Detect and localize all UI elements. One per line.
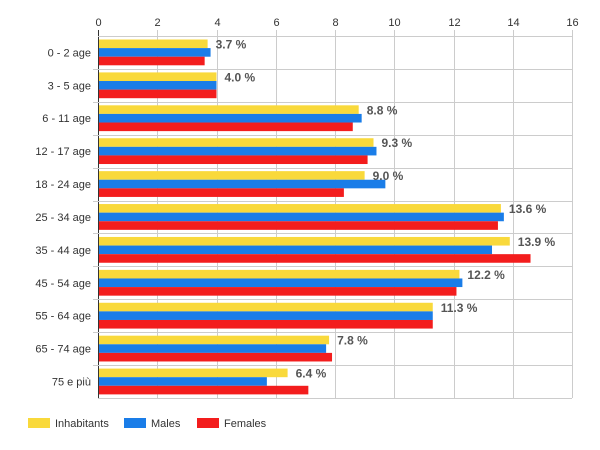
x-tick-label: 16 — [566, 17, 578, 29]
data-label: 9.3 % — [382, 136, 413, 150]
category-label: 0 - 2 age — [48, 47, 91, 59]
bar-males — [99, 48, 211, 57]
bar-females — [99, 385, 309, 395]
x-tick-label: 10 — [388, 17, 400, 29]
bar-inhabitants — [99, 138, 374, 147]
x-tick-label: 12 — [448, 17, 460, 29]
x-tick-label: 6 — [273, 17, 279, 29]
bar-females — [99, 254, 531, 263]
category-label: 45 - 54 age — [35, 278, 91, 290]
x-tick-label: 4 — [214, 17, 220, 29]
x-tick-label: 8 — [332, 17, 338, 29]
category-label: 12 - 17 age — [35, 146, 91, 158]
bar-inhabitants — [99, 302, 433, 312]
legend-item-females: Females — [197, 418, 267, 430]
data-labels: 3.7 % 4.0 % 8.8 % 9.3 % 9.0 % 13.6 % 13.9 % 12.… — [216, 38, 556, 381]
bar-males — [99, 179, 386, 189]
legend-label: Inhabitants — [55, 418, 109, 430]
legend: Inhabitants Males Females — [28, 418, 267, 430]
bar-females — [99, 56, 205, 66]
bar-males — [99, 311, 433, 320]
bar-females — [99, 319, 433, 329]
x-tick-label: 2 — [154, 17, 160, 29]
category-label: 25 - 34 age — [35, 212, 91, 224]
legend-item-inhabitants: Inhabitants — [28, 418, 109, 430]
data-label: 6.4 % — [296, 367, 327, 381]
category-label: 65 - 74 age — [35, 344, 91, 356]
bars — [99, 39, 531, 395]
x-tick-label: 0 — [95, 17, 101, 29]
bar-males — [99, 278, 463, 288]
bar-inhabitants — [99, 72, 217, 82]
data-label: 13.9 % — [518, 235, 556, 249]
data-label: 4.0 % — [225, 70, 256, 84]
bar-males — [99, 377, 267, 386]
legend-swatch — [197, 418, 219, 428]
bar-inhabitants — [99, 105, 359, 114]
bar-females — [99, 188, 344, 197]
bar-inhabitants — [99, 368, 288, 378]
data-label: 12.2 % — [467, 268, 505, 282]
bar-inhabitants — [99, 269, 460, 279]
bar-males — [99, 113, 362, 123]
bar-females — [99, 122, 353, 132]
data-label: 3.7 % — [216, 38, 247, 52]
data-label: 8.8 % — [367, 103, 398, 117]
bar-inhabitants — [99, 335, 330, 345]
data-label: 11.3 % — [441, 301, 478, 315]
data-label: 7.8 % — [337, 334, 368, 348]
category-label: 3 - 5 age — [48, 80, 91, 92]
legend-label: Males — [151, 418, 181, 430]
legend-item-males: Males — [124, 418, 181, 430]
legend-label: Females — [224, 418, 267, 430]
data-label: 9.0 % — [373, 169, 404, 183]
bar-males — [99, 81, 217, 90]
bar-females — [99, 155, 368, 165]
bar-females — [99, 287, 457, 296]
bar-inhabitants — [99, 39, 208, 49]
bar-males — [99, 245, 493, 255]
bar-males — [99, 344, 327, 353]
bar-males — [99, 212, 504, 222]
category-axis: 0 - 2 age 3 - 5 age 6 - 11 age 12 - 17 age 1… — [35, 47, 91, 388]
category-label: 35 - 44 age — [35, 245, 91, 257]
bar-males — [99, 146, 377, 156]
bar-inhabitants — [99, 204, 501, 213]
category-label: 6 - 11 age — [42, 113, 91, 125]
x-axis-ticks: 0 2 4 6 8 10 12 14 16 — [95, 17, 578, 29]
bar-inhabitants — [99, 171, 365, 180]
legend-swatch — [28, 418, 50, 428]
bar-inhabitants — [99, 236, 510, 246]
bar-females — [99, 352, 333, 362]
x-tick-label: 14 — [507, 17, 519, 29]
legend-swatch — [124, 418, 146, 428]
data-label: 13.6 % — [509, 202, 547, 216]
category-label: 18 - 24 age — [35, 179, 91, 191]
category-label: 75 e più — [52, 376, 91, 388]
bar-females — [99, 89, 217, 99]
grid-lines — [93, 30, 573, 399]
category-label: 55 - 64 age — [35, 311, 91, 323]
bar-females — [99, 221, 498, 230]
